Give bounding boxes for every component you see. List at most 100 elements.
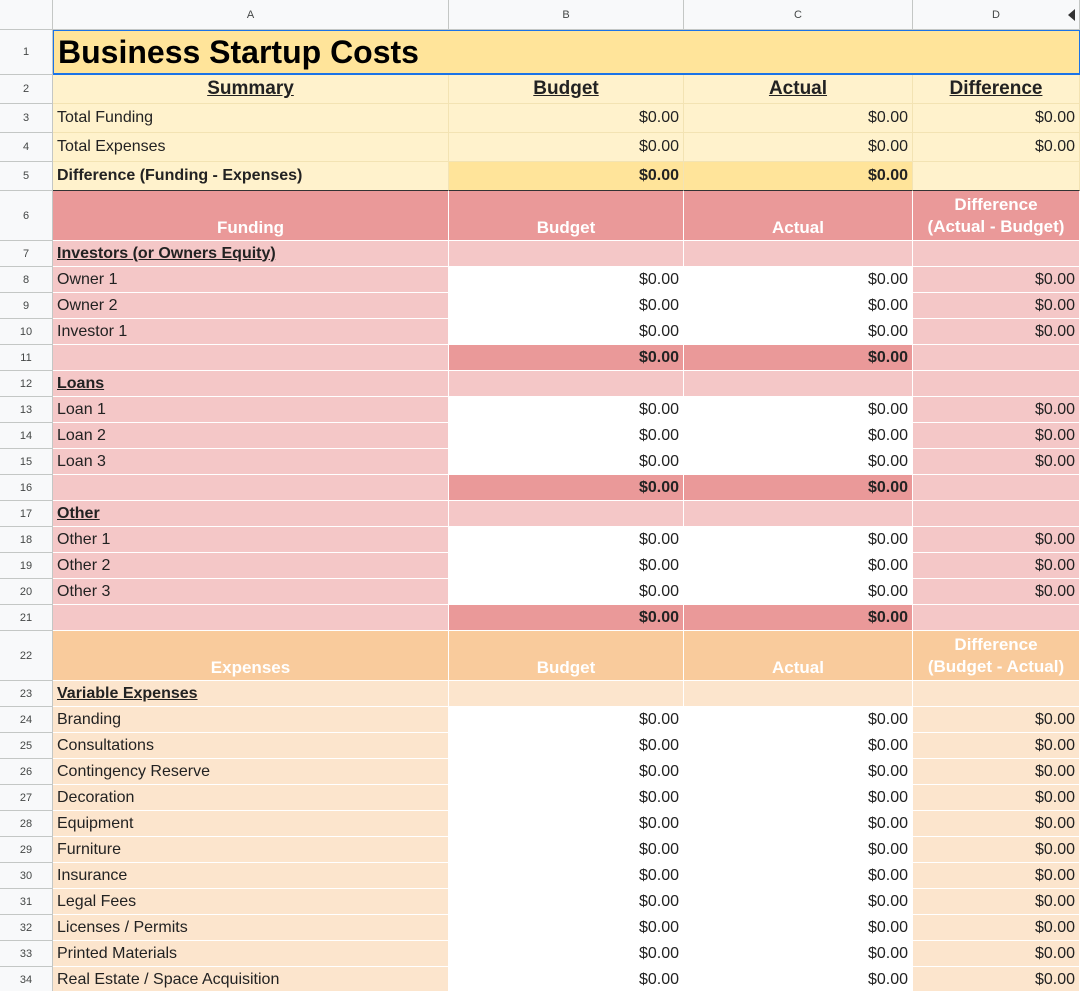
funding-budget-input[interactable]: $0.00 [449,553,684,579]
summary-actual-cell[interactable]: $0.00 [684,104,913,133]
expense-budget-input[interactable]: $0.00 [449,707,684,733]
expenses-section-title[interactable]: Variable Expenses [53,681,449,707]
expense-item-label[interactable]: Legal Fees [53,889,449,915]
funding-item-label[interactable]: Other 2 [53,553,449,579]
summary-difference-cell[interactable]: $0.00 [913,133,1080,162]
empty-cell[interactable] [684,371,913,397]
expense-actual-input[interactable]: $0.00 [684,733,913,759]
funding-section-title[interactable]: Investors (or Owners Equity) [53,241,449,267]
expense-item-label[interactable]: Real Estate / Space Acquisition [53,967,449,991]
summary-label-cell[interactable]: Total Funding [53,104,449,133]
funding-subtotal-actual[interactable]: $0.00 [684,345,913,371]
expense-actual-input[interactable]: $0.00 [684,837,913,863]
expense-budget-input[interactable]: $0.00 [449,915,684,941]
row-number[interactable]: 24 [0,707,53,733]
funding-item-label[interactable]: Investor 1 [53,319,449,345]
expense-item-label[interactable]: Contingency Reserve [53,759,449,785]
expense-item-label[interactable]: Insurance [53,863,449,889]
expense-item-label[interactable]: Decoration [53,785,449,811]
expenses-budget-header[interactable]: Budget [449,631,684,681]
expenses-difference-header[interactable]: Difference (Budget - Actual) [913,631,1080,681]
funding-actual-header[interactable]: Actual [684,191,913,241]
row-number[interactable]: 11 [0,345,53,371]
empty-cell[interactable] [449,371,684,397]
expense-budget-input[interactable]: $0.00 [449,967,684,991]
expense-difference-cell[interactable]: $0.00 [913,785,1080,811]
expense-actual-input[interactable]: $0.00 [684,889,913,915]
expense-difference-cell[interactable]: $0.00 [913,759,1080,785]
row-number[interactable]: 2 [0,75,53,104]
expense-actual-input[interactable]: $0.00 [684,863,913,889]
empty-cell[interactable] [53,605,449,631]
column-header-d[interactable]: D [913,0,1080,30]
row-number[interactable]: 7 [0,241,53,267]
row-number[interactable]: 23 [0,681,53,707]
row-number[interactable]: 34 [0,967,53,991]
column-header-b[interactable]: B [449,0,684,30]
expense-difference-cell[interactable]: $0.00 [913,941,1080,967]
expense-item-label[interactable]: Consultations [53,733,449,759]
summary-header-cell[interactable]: Summary [53,75,449,104]
empty-cell[interactable] [913,501,1080,527]
empty-cell[interactable] [913,605,1080,631]
summary-budget-cell[interactable]: $0.00 [449,133,684,162]
empty-cell[interactable] [53,345,449,371]
funding-budget-header[interactable]: Budget [449,191,684,241]
funding-difference-cell[interactable]: $0.00 [913,527,1080,553]
funding-difference-cell[interactable]: $0.00 [913,423,1080,449]
funding-subtotal-budget[interactable]: $0.00 [449,475,684,501]
row-number[interactable]: 22 [0,631,53,681]
funding-difference-cell[interactable]: $0.00 [913,579,1080,605]
empty-cell[interactable] [684,241,913,267]
row-number[interactable]: 19 [0,553,53,579]
funding-subtotal-budget[interactable]: $0.00 [449,605,684,631]
expense-budget-input[interactable]: $0.00 [449,863,684,889]
row-number[interactable]: 13 [0,397,53,423]
funding-actual-input[interactable]: $0.00 [684,527,913,553]
expense-item-label[interactable]: Licenses / Permits [53,915,449,941]
funding-actual-input[interactable]: $0.00 [684,553,913,579]
row-number[interactable]: 30 [0,863,53,889]
row-number[interactable]: 3 [0,104,53,133]
funding-budget-input[interactable]: $0.00 [449,397,684,423]
column-header-a[interactable]: A [53,0,449,30]
summary-header-cell[interactable]: Actual [684,75,913,104]
empty-cell[interactable] [913,345,1080,371]
empty-cell[interactable] [913,371,1080,397]
summary-label-cell[interactable]: Total Expenses [53,133,449,162]
funding-actual-input[interactable]: $0.00 [684,579,913,605]
funding-section-title[interactable]: Other [53,501,449,527]
funding-budget-input[interactable]: $0.00 [449,267,684,293]
expense-difference-cell[interactable]: $0.00 [913,707,1080,733]
row-number[interactable]: 28 [0,811,53,837]
row-number[interactable]: 5 [0,162,53,191]
funding-budget-input[interactable]: $0.00 [449,319,684,345]
funding-item-label[interactable]: Other 1 [53,527,449,553]
row-number[interactable]: 25 [0,733,53,759]
funding-header-cell[interactable]: Funding [53,191,449,241]
summary-label-cell[interactable]: Difference (Funding - Expenses) [53,162,449,191]
summary-budget-cell[interactable]: $0.00 [449,104,684,133]
funding-item-label[interactable]: Loan 1 [53,397,449,423]
funding-subtotal-budget[interactable]: $0.00 [449,345,684,371]
funding-item-label[interactable]: Loan 2 [53,423,449,449]
row-number[interactable]: 31 [0,889,53,915]
expense-budget-input[interactable]: $0.00 [449,837,684,863]
expense-difference-cell[interactable]: $0.00 [913,837,1080,863]
column-header-c[interactable]: C [684,0,913,30]
expense-actual-input[interactable]: $0.00 [684,707,913,733]
row-number[interactable]: 29 [0,837,53,863]
funding-actual-input[interactable]: $0.00 [684,397,913,423]
row-number[interactable]: 18 [0,527,53,553]
row-number[interactable]: 33 [0,941,53,967]
funding-subtotal-actual[interactable]: $0.00 [684,605,913,631]
summary-actual-cell[interactable]: $0.00 [684,133,913,162]
empty-cell[interactable] [449,241,684,267]
row-number[interactable]: 32 [0,915,53,941]
expense-difference-cell[interactable]: $0.00 [913,733,1080,759]
row-number[interactable]: 4 [0,133,53,162]
funding-budget-input[interactable]: $0.00 [449,527,684,553]
expense-item-label[interactable]: Equipment [53,811,449,837]
row-number[interactable]: 6 [0,191,53,241]
funding-item-label[interactable]: Owner 2 [53,293,449,319]
